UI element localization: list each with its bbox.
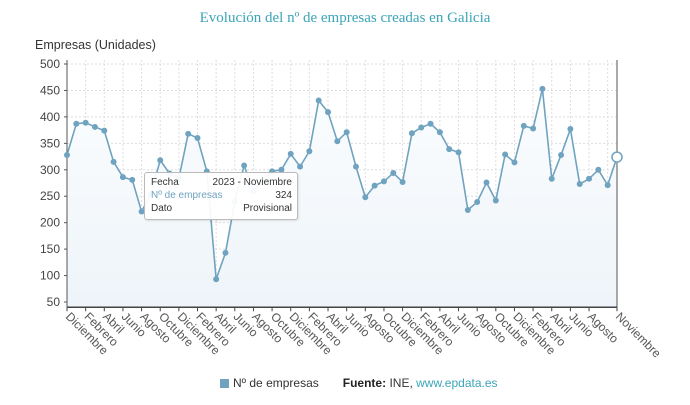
source-label: Fuente: xyxy=(342,376,387,390)
data-point xyxy=(511,159,518,166)
data-point xyxy=(436,129,443,136)
data-point xyxy=(325,109,332,116)
data-point xyxy=(464,206,471,213)
data-point xyxy=(297,163,304,170)
tooltip-fecha-label: Fecha xyxy=(151,177,179,188)
y-tick-label: 150 xyxy=(40,242,60,256)
legend: Nº de empresas Fuente: INE, www.epdata.e… xyxy=(220,376,498,390)
data-point xyxy=(213,276,220,283)
data-point xyxy=(185,130,192,137)
data-point xyxy=(502,151,509,158)
data-point xyxy=(586,175,593,182)
chart-title: Evolución del nº de empresas creadas en … xyxy=(199,10,491,26)
y-tick-label: 200 xyxy=(40,216,60,230)
highlighted-data-point xyxy=(611,151,623,163)
tooltip-series-label: Nº de empresas xyxy=(151,190,223,201)
data-point xyxy=(427,120,434,127)
data-point xyxy=(399,178,406,185)
data-point xyxy=(362,194,369,201)
data-point xyxy=(101,127,108,134)
data-point xyxy=(343,129,350,136)
data-point xyxy=(222,249,229,256)
data-point xyxy=(520,122,527,129)
data-point xyxy=(446,146,453,153)
data-point xyxy=(129,176,136,183)
y-tick-label: 400 xyxy=(40,110,60,124)
data-point xyxy=(604,182,611,189)
y-tick-label: 100 xyxy=(40,269,60,283)
data-point xyxy=(576,181,583,188)
data-point xyxy=(306,148,313,155)
source: Fuente: INE, www.epdata.es xyxy=(343,376,498,390)
data-point xyxy=(380,178,387,185)
data-point xyxy=(241,162,248,169)
data-point xyxy=(119,174,126,181)
legend-swatch xyxy=(220,378,229,388)
data-point xyxy=(548,175,555,182)
y-tick-label: 350 xyxy=(40,136,60,150)
y-tick-label: 250 xyxy=(40,189,60,203)
source-text: INE, xyxy=(386,376,417,390)
data-point xyxy=(390,169,397,176)
y-tick-label: 50 xyxy=(47,295,61,309)
data-point xyxy=(73,120,80,127)
data-point xyxy=(194,135,201,142)
data-point xyxy=(530,125,537,132)
tooltip-series-value: 324 xyxy=(275,190,292,201)
data-point xyxy=(315,97,322,104)
tooltip-dato-label: Dato xyxy=(151,203,173,214)
data-point xyxy=(408,130,415,137)
data-point xyxy=(352,163,359,170)
data-point xyxy=(157,157,164,164)
data-point xyxy=(492,197,499,204)
data-point xyxy=(595,166,602,173)
tooltip-fecha-value: 2023 - Noviembre xyxy=(212,177,292,188)
y-tick-label: 300 xyxy=(40,163,60,177)
source-link[interactable]: www.epdata.es xyxy=(416,376,498,390)
data-point xyxy=(91,123,98,130)
y-axis-label: Empresas (Unidades) xyxy=(35,38,156,52)
series-area xyxy=(67,88,617,308)
tooltip: Fecha 2023 - Noviembre Nº de empresas 324 … xyxy=(144,172,298,220)
y-tick-label: 500 xyxy=(40,57,60,71)
data-point xyxy=(418,124,425,131)
data-point xyxy=(287,150,294,157)
data-point xyxy=(483,179,490,186)
data-point xyxy=(138,208,145,215)
data-point xyxy=(371,182,378,189)
data-point xyxy=(64,151,70,158)
data-point xyxy=(567,126,574,133)
data-point xyxy=(278,166,285,173)
data-point xyxy=(334,138,341,145)
data-point xyxy=(539,85,546,92)
data-point xyxy=(110,158,117,165)
y-tick-label: 450 xyxy=(40,83,60,97)
legend-item[interactable]: Nº de empresas xyxy=(233,376,319,390)
data-point xyxy=(474,199,481,206)
data-point xyxy=(558,151,565,158)
data-point xyxy=(82,119,89,126)
tooltip-dato-value: Provisional xyxy=(243,203,292,214)
data-point xyxy=(455,149,462,156)
